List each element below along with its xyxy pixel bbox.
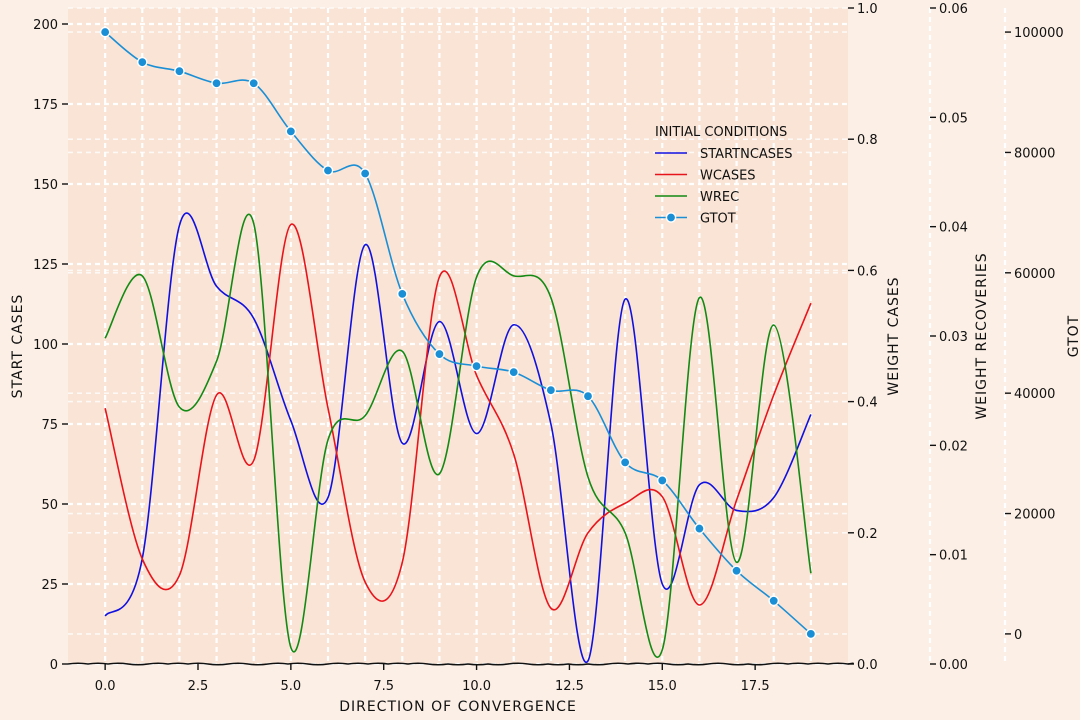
y-axis-title-y3: WEIGHT RECOVERIES bbox=[974, 252, 990, 419]
series-point-gtot bbox=[546, 386, 555, 395]
y-axis-title-y4: GTOT bbox=[1066, 315, 1080, 357]
y-tick-label-y2: 0.6 bbox=[857, 264, 878, 279]
y-tick-label-y1: 50 bbox=[41, 498, 58, 513]
y-axis-title-y2: WEIGHT CASES bbox=[886, 276, 902, 395]
y-tick-label-y2: 0.0 bbox=[857, 658, 878, 673]
series-point-gtot bbox=[249, 79, 258, 88]
series-point-gtot bbox=[583, 392, 592, 401]
series-point-gtot bbox=[212, 79, 221, 88]
y-tick-label-y3: 0.05 bbox=[939, 111, 968, 126]
y-tick-label-y1: 25 bbox=[41, 578, 58, 593]
series-point-gtot bbox=[509, 368, 518, 377]
x-axis-title: DIRECTION OF CONVERGENCE bbox=[339, 699, 577, 715]
y-tick-label-y2: 0.4 bbox=[857, 396, 878, 411]
y-tick-label-y3: 0.00 bbox=[939, 658, 968, 673]
series-point-gtot bbox=[732, 566, 741, 575]
y-tick-label-y1: 150 bbox=[33, 178, 58, 193]
series-point-gtot bbox=[361, 169, 370, 178]
series-point-gtot bbox=[621, 458, 630, 467]
y-tick-label-y2: 0.8 bbox=[857, 133, 878, 148]
legend-label-gtot: GTOT bbox=[700, 212, 736, 227]
y-tick-label-y1: 100 bbox=[33, 338, 58, 353]
x-tick-label: 5.0 bbox=[281, 679, 302, 694]
legend-label-wcases: WCASES bbox=[700, 169, 756, 184]
series-point-gtot bbox=[398, 289, 407, 298]
y-tick-label-y1: 125 bbox=[33, 258, 58, 273]
y-tick-label-y4: 20000 bbox=[1014, 508, 1055, 523]
series-point-gtot bbox=[175, 67, 184, 76]
y-tick-label-y4: 40000 bbox=[1014, 387, 1055, 402]
x-tick-label: 12.5 bbox=[555, 679, 584, 694]
y-tick-label-y1: 75 bbox=[41, 418, 58, 433]
x-tick-label: 0.0 bbox=[95, 679, 116, 694]
series-point-gtot bbox=[658, 476, 667, 485]
y-tick-label-y4: 60000 bbox=[1014, 267, 1055, 282]
legend-label-wrec: WREC bbox=[700, 190, 739, 205]
x-tick-label: 17.5 bbox=[741, 679, 770, 694]
y-tick-label-y3: 0.02 bbox=[939, 439, 968, 454]
series-point-gtot bbox=[769, 596, 778, 605]
x-tick-label: 10.0 bbox=[462, 679, 491, 694]
y-tick-label-y4: 80000 bbox=[1014, 146, 1055, 161]
series-point-gtot bbox=[323, 166, 332, 175]
series-point-gtot bbox=[472, 361, 481, 370]
legend-marker-gtot bbox=[666, 213, 675, 222]
y-tick-label-y3: 0.04 bbox=[939, 221, 968, 236]
series-point-gtot bbox=[435, 349, 444, 358]
series-point-gtot bbox=[101, 27, 110, 36]
x-tick-label: 7.5 bbox=[373, 679, 394, 694]
y-tick-label-y3: 0.01 bbox=[939, 549, 968, 564]
series-point-gtot bbox=[806, 629, 815, 638]
series-point-gtot bbox=[695, 524, 704, 533]
y-tick-label-y1: 0 bbox=[50, 658, 58, 673]
y-tick-label-y4: 100000 bbox=[1014, 26, 1064, 41]
y-tick-label-y4: 0 bbox=[1014, 628, 1022, 643]
legend-label-startncases: STARTNCASES bbox=[700, 147, 793, 162]
y-tick-label-y3: 0.03 bbox=[939, 330, 968, 345]
y-tick-label-y2: 0.2 bbox=[857, 527, 878, 542]
x-tick-label: 2.5 bbox=[188, 679, 209, 694]
y-tick-label-y3: 0.06 bbox=[939, 2, 968, 17]
y-tick-label-y2: 1.0 bbox=[857, 2, 878, 17]
x-tick-label: 15.0 bbox=[648, 679, 677, 694]
y-axis-title-y1: START CASES bbox=[10, 294, 26, 399]
y-tick-label-y1: 200 bbox=[33, 18, 58, 33]
series-point-gtot bbox=[286, 127, 295, 136]
series-point-gtot bbox=[138, 58, 147, 67]
y-tick-label-y1: 175 bbox=[33, 98, 58, 113]
legend-title: INITIAL CONDITIONS bbox=[655, 125, 787, 140]
